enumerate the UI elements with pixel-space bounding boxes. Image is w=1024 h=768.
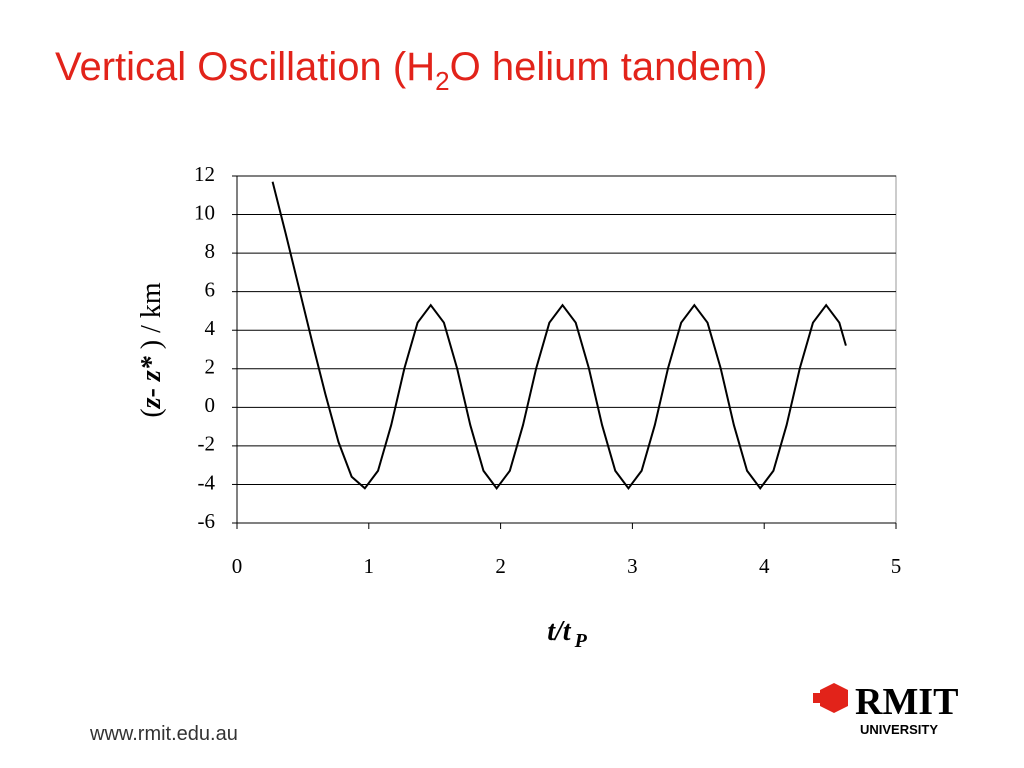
label-part: ( bbox=[136, 408, 167, 417]
logo-mark bbox=[813, 693, 823, 703]
logo-name: RMIT bbox=[855, 681, 958, 723]
label-part: ) / bbox=[136, 318, 167, 356]
y-axis-label: (z- z* ) / km bbox=[136, 282, 167, 418]
y-tick-label: 0 bbox=[205, 393, 216, 417]
logo-sub: UNIVERSITY bbox=[860, 722, 938, 737]
label-part: km bbox=[136, 282, 167, 318]
plot-frame bbox=[236, 175, 897, 524]
x-tick-label: 1 bbox=[364, 554, 375, 578]
title-part: Vertical Oscillation (H bbox=[55, 45, 435, 89]
x-tick-label: 0 bbox=[232, 554, 243, 578]
x-axis-label: t/t P bbox=[547, 616, 587, 652]
x-tick-label: 5 bbox=[891, 554, 902, 578]
title-part: O helium tandem) bbox=[450, 45, 768, 89]
y-tick-label: 2 bbox=[205, 355, 216, 379]
label-part: t/t bbox=[547, 616, 572, 647]
x-tick-label: 2 bbox=[495, 554, 506, 578]
y-tick-label: -6 bbox=[198, 509, 216, 533]
title-sub: 2 bbox=[435, 66, 449, 96]
data-line bbox=[271, 181, 847, 490]
label-sub: P bbox=[574, 630, 588, 652]
y-tick-label: 8 bbox=[205, 239, 216, 263]
y-tick-label: 4 bbox=[205, 316, 216, 340]
logo-mark bbox=[820, 683, 848, 713]
x-tick-label: 3 bbox=[627, 554, 638, 578]
y-tick-label: 6 bbox=[205, 277, 216, 301]
label-part: z bbox=[136, 397, 167, 409]
footer-url: www.rmit.edu.au bbox=[89, 723, 238, 745]
slide-title: Vertical Oscillation (H2O helium tandem) bbox=[55, 45, 768, 96]
y-tick-label: -2 bbox=[198, 432, 216, 456]
y-tick-label: 12 bbox=[194, 162, 215, 186]
label-part: z* bbox=[136, 355, 167, 382]
x-tick-label: 4 bbox=[759, 554, 770, 578]
label-part: - bbox=[136, 381, 167, 397]
y-tick-label: -4 bbox=[198, 470, 216, 494]
y-tick-label: 10 bbox=[194, 200, 215, 224]
